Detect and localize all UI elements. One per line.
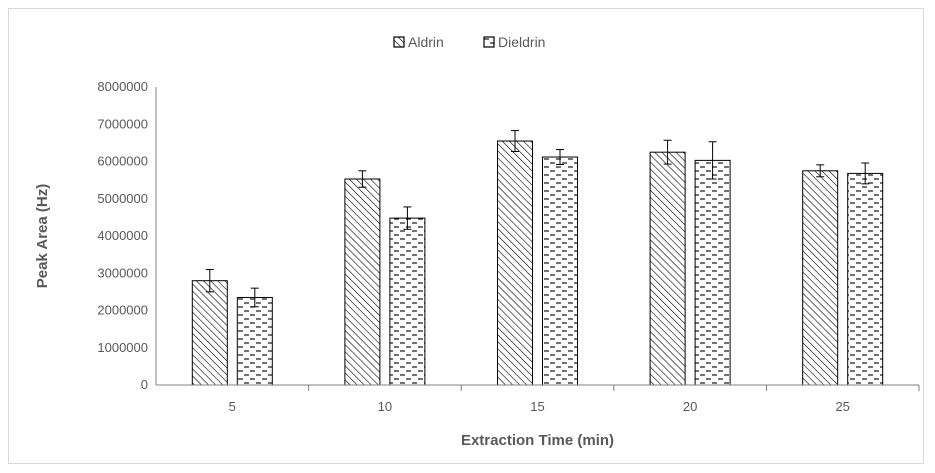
y-axis-ticks: 0 1000000 2000000 3000000 4000000 5000000 6000… [97,79,148,392]
chart-legend: Aldrin Dieldrin [393,34,545,50]
y-tick-label: 8000000 [97,79,148,94]
bar-chart: Aldrin Dieldrin 0 1000000 2000000 3000000 400… [34,34,920,449]
x-tick-label: 10 [378,399,392,414]
bar-aldrin [497,140,533,386]
bar-dieldrin [847,172,884,386]
legend-swatch-dieldrin [483,36,495,48]
y-tick-label: 1000000 [97,340,148,355]
x-axis-ticks: 5 10 15 20 25 [229,385,920,414]
y-tick-label: 3000000 [97,265,148,280]
y-axis-title: Peak Area (Hz) [34,184,51,289]
bar-aldrin [191,280,228,386]
y-tick-label: 4000000 [97,228,148,243]
y-tick-label: 6000000 [97,154,148,169]
y-tick-label: 0 [141,377,148,392]
x-tick-label: 15 [530,399,544,414]
legend-label-aldrin: Aldrin [408,34,444,50]
bar-aldrin [802,170,839,386]
chart-frame: Aldrin Dieldrin 0 1000000 2000000 3000000 400… [8,8,924,464]
x-tick-label: 5 [229,399,236,414]
x-axis-title: Extraction Time (min) [461,432,614,449]
y-tick-label: 5000000 [97,191,148,206]
bar-dieldrin [542,156,578,386]
bar-aldrin [344,178,381,386]
legend-label-dieldrin: Dieldrin [498,34,545,50]
bar-dieldrin [694,159,731,386]
y-tick-label: 7000000 [97,116,148,131]
legend-swatch-aldrin [393,36,405,48]
bar-dieldrin [389,217,426,386]
bar-dieldrin [236,296,273,386]
bars-group [191,130,884,386]
bar-aldrin [649,151,686,386]
y-tick-label: 2000000 [97,303,148,318]
x-tick-label: 25 [835,399,849,414]
x-tick-label: 20 [683,399,697,414]
